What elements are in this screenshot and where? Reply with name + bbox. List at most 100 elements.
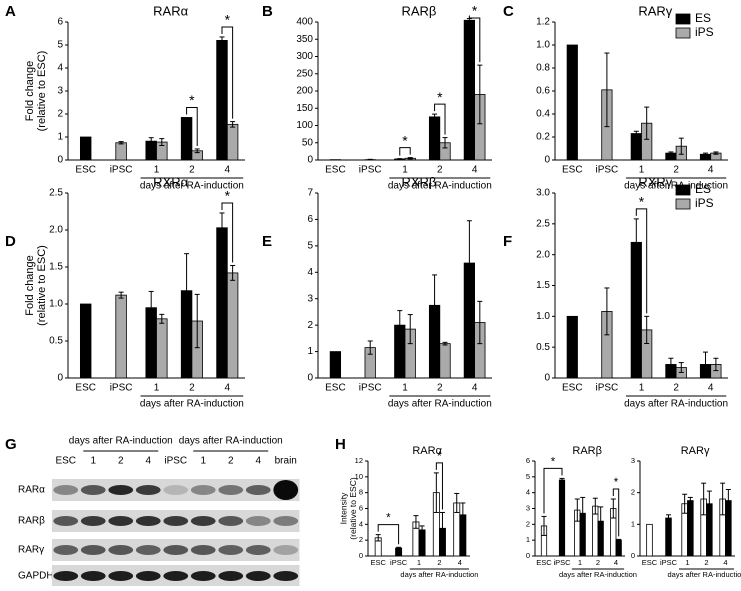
bar	[688, 501, 694, 556]
blot-band	[136, 545, 161, 555]
y-tick-label: 1.2	[536, 17, 550, 28]
legend-swatch	[676, 14, 690, 24]
bar	[330, 352, 340, 378]
blot-band	[136, 485, 161, 495]
blot-band	[81, 545, 106, 555]
y-tick-label: 6	[359, 503, 363, 512]
bar	[80, 304, 91, 378]
header-group: days after RA-induction	[69, 436, 173, 447]
y-tick-label: 1	[526, 535, 530, 544]
x-tick-label: iPSC	[110, 383, 133, 394]
bar	[227, 124, 238, 160]
panel-letter: F	[503, 233, 512, 250]
row-label: GAPDH	[18, 571, 54, 582]
y-tick-label: 2.5	[536, 218, 550, 229]
blot-band	[108, 571, 133, 581]
blot-band	[273, 571, 298, 581]
row-label: RARβ	[18, 516, 45, 527]
y-tick-label: 1.0	[536, 311, 550, 322]
significance-label: *	[472, 3, 478, 19]
x-tick-label: iPSC	[553, 558, 571, 567]
bar	[227, 273, 238, 378]
y-tick-label: 350	[296, 34, 313, 45]
group-label: days after RA-induction	[559, 570, 637, 579]
lane-label: 4	[255, 456, 261, 467]
y-tick-label: 400	[296, 17, 313, 28]
blot-band	[246, 485, 271, 495]
y-tick-label: 6	[307, 214, 313, 225]
y-tick-label: 5	[526, 472, 530, 481]
bar	[464, 20, 474, 160]
x-tick-label: ESC	[75, 383, 96, 394]
x-tick-label: iPSC	[359, 383, 382, 394]
y-tick-label: 2	[57, 109, 63, 120]
group-label: days after RA-induction	[388, 399, 492, 410]
x-tick-label: 4	[472, 383, 478, 394]
blot-band	[246, 516, 271, 526]
x-tick-label: iPSC	[390, 558, 408, 567]
blot-band	[108, 485, 133, 495]
bar	[631, 134, 641, 160]
lane-label: 1	[90, 456, 96, 467]
row-label: RARα	[18, 485, 45, 496]
lane-label: 1	[200, 456, 206, 467]
x-tick-label: 2	[189, 383, 195, 394]
blot-band	[53, 571, 78, 581]
error-bar	[397, 159, 402, 160]
x-tick-label: iPSC	[110, 165, 133, 176]
y-tick-label: 3	[526, 503, 530, 512]
x-tick-label: 1	[402, 383, 408, 394]
y-tick-label: 250	[296, 68, 313, 79]
y-axis-label: Fold change	[24, 255, 36, 316]
bar	[616, 540, 621, 556]
y-tick-label: 2.0	[536, 249, 550, 260]
y-tick-label: 3	[631, 456, 635, 465]
y-tick-label: 1.0	[536, 40, 550, 51]
significance-bracket	[400, 148, 410, 156]
chart-title: RARγ	[681, 445, 710, 457]
y-axis-label: Intensity	[338, 492, 348, 524]
y-tick-label: 200	[296, 86, 313, 97]
y-tick-label: 0.6	[536, 86, 550, 97]
bar	[217, 228, 228, 378]
y-tick-label: 1.0	[49, 299, 63, 310]
x-tick-label: 4	[708, 165, 714, 176]
y-axis-label: (relative to ESC)	[36, 51, 48, 132]
legend-swatch	[676, 185, 690, 195]
x-tick-label: 2	[704, 558, 708, 567]
x-tick-label: ESC	[562, 383, 583, 394]
blot-band	[163, 571, 188, 581]
y-tick-label: 0	[526, 551, 530, 560]
x-tick-label: 4	[708, 383, 714, 394]
x-tick-label: ESC	[370, 558, 386, 567]
significance-label: *	[189, 92, 195, 108]
y-tick-label: 0.2	[536, 132, 550, 143]
blot-band	[136, 516, 161, 526]
blot-band	[163, 545, 188, 555]
y-tick-label: 5	[307, 240, 313, 251]
x-tick-label: ESC	[642, 558, 658, 567]
legend-label: iPS	[695, 196, 714, 210]
x-tick-label: 1	[417, 558, 421, 567]
y-tick-label: 150	[296, 103, 313, 114]
x-tick-label: 2	[437, 558, 441, 567]
significance-label: *	[386, 513, 391, 525]
y-tick-label: 5	[57, 40, 63, 51]
group-label: days after RA-induction	[400, 570, 478, 579]
blot-band	[218, 485, 243, 495]
blot-band	[191, 485, 216, 495]
x-tick-label: 4	[225, 165, 231, 176]
blot-band	[218, 545, 243, 555]
significance-label: *	[437, 89, 443, 105]
x-tick-label: ESC	[325, 165, 346, 176]
y-tick-label: 2.0	[49, 225, 63, 236]
y-tick-label: 4	[359, 519, 363, 528]
panel-letter: E	[262, 233, 272, 250]
y-tick-label: 2.5	[49, 188, 63, 199]
y-tick-label: 0	[307, 373, 313, 384]
blot-band	[191, 571, 216, 581]
panel-letter: H	[335, 436, 346, 453]
y-tick-label: 2	[307, 320, 313, 331]
x-tick-label: iPSC	[596, 383, 619, 394]
bar	[567, 316, 577, 378]
